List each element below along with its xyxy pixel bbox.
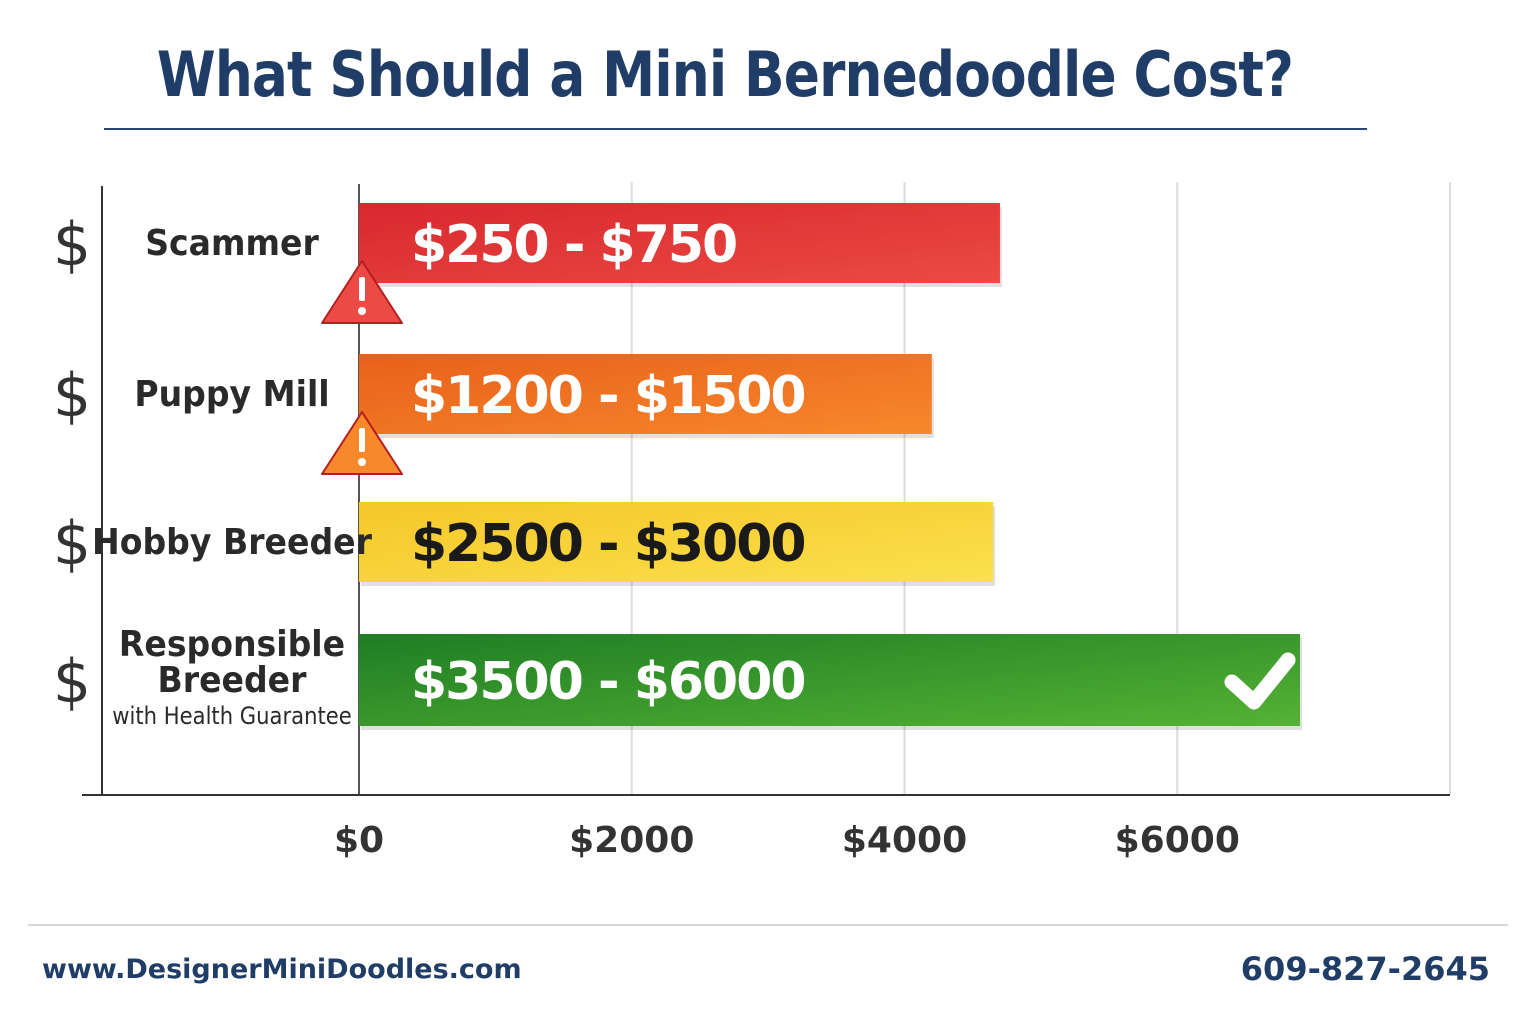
chart-title: What Should a Mini Bernedoodle Cost?	[156, 38, 1294, 111]
website-link[interactable]: www.DesignerMiniDoodles.com	[42, 954, 522, 985]
category-label: Breeder	[158, 660, 307, 702]
category-label: Scammer	[145, 223, 319, 265]
title-divider	[104, 128, 1367, 130]
bar	[359, 634, 1300, 726]
category-sublabel: with Health Guarantee	[112, 703, 351, 731]
x-tick-label: $2000	[569, 820, 694, 861]
bar	[359, 502, 994, 582]
bar	[359, 203, 1000, 283]
category-label: Puppy Mill	[134, 374, 329, 416]
x-tick-label: $0	[334, 820, 384, 861]
dollar-sign-icon: $	[53, 509, 91, 579]
bar-chart: $250 - $750 $1200 - $1500 $2500 - $3000 $35…	[53, 182, 1451, 861]
warning-icon	[321, 411, 403, 475]
checkmark-icon	[1224, 652, 1296, 710]
bar	[359, 354, 932, 434]
x-tick-label: $4000	[842, 820, 967, 861]
dollar-sign-icon: $	[53, 210, 91, 280]
category-label: Hobby Breeder	[92, 522, 372, 564]
bars: $250 - $750 $1200 - $1500 $2500 - $3000 $35…	[321, 203, 1302, 730]
footer-divider	[28, 924, 1508, 926]
dollar-sign-icon: $	[53, 647, 91, 717]
bar-value-label: $3500 - $6000	[411, 652, 805, 712]
x-tick-labels: $0 $2000 $4000 $6000	[334, 820, 1240, 861]
bar-value-label: $1200 - $1500	[411, 366, 805, 426]
warning-icon	[321, 260, 403, 324]
category-labels: $ Scammer$ Puppy Mill$ Hobby Breeder$Respon…	[53, 210, 372, 730]
phone-number: 609-827-2645	[1240, 950, 1490, 988]
dollar-sign-icon: $	[53, 361, 91, 431]
bar-value-label: $2500 - $3000	[411, 514, 805, 574]
x-tick-label: $6000	[1115, 820, 1240, 861]
category-label: Responsible	[119, 624, 345, 666]
bar-value-label: $250 - $750	[411, 215, 736, 275]
